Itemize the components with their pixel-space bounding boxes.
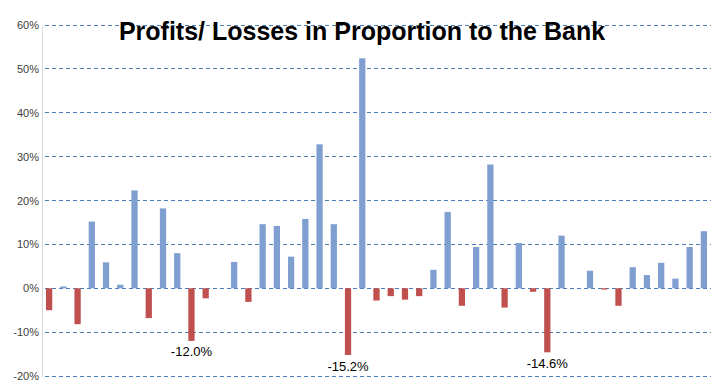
bar [672, 279, 678, 289]
bar [658, 263, 664, 288]
y-tick: -10% [13, 326, 42, 338]
bar [160, 208, 166, 288]
bar [60, 286, 66, 288]
chart: -20% -10% 0% 10% 20% 30% 40% 50% 60% -12.0% -15.2%… [0, 0, 724, 390]
bar [687, 247, 693, 288]
bar [601, 288, 607, 289]
bar [245, 288, 251, 302]
bar [402, 288, 408, 299]
bar [46, 288, 52, 310]
y-tick-label: 60% [17, 19, 39, 31]
bar [359, 58, 365, 288]
y-tick-label: 10% [17, 238, 39, 250]
y-tick: 20% [17, 195, 42, 207]
bar [615, 288, 621, 306]
bars [46, 58, 707, 355]
title: Profits/ Losses in Proportion to the Ban… [119, 17, 605, 45]
bar [316, 144, 322, 288]
bar [331, 224, 337, 288]
y-axis: -20% -10% 0% 10% 20% 30% 40% 50% 60% [13, 19, 42, 382]
bar [630, 267, 636, 288]
bar [345, 288, 351, 355]
bar [131, 190, 137, 288]
bar [203, 288, 209, 298]
bar [231, 262, 237, 288]
bar [501, 288, 507, 307]
y-tick: 60% [17, 19, 42, 31]
y-tick: 30% [17, 151, 42, 163]
y-tick-label: 50% [17, 63, 39, 75]
data-label: -15.2% [327, 359, 369, 374]
bar [644, 275, 650, 288]
y-tick-label: 0% [23, 282, 39, 294]
bar [459, 288, 465, 306]
bar [701, 231, 707, 288]
grid-line [45, 244, 711, 245]
bar [259, 224, 265, 288]
y-tick: 0% [23, 282, 42, 294]
y-tick-label: 20% [17, 195, 39, 207]
data-labels: -12.0% -15.2% -14.6% [171, 344, 568, 373]
bar [416, 288, 422, 296]
y-tick-label: 40% [17, 107, 39, 119]
bar [302, 219, 308, 288]
bar [174, 253, 180, 288]
bar [117, 285, 123, 289]
y-tick: 50% [17, 63, 42, 75]
bar [89, 222, 95, 289]
grid-line [45, 200, 711, 201]
bar [274, 226, 280, 288]
y-tick-label: 30% [17, 151, 39, 163]
bar [587, 271, 593, 289]
y-tick: -20% [13, 370, 42, 382]
bar [188, 288, 194, 341]
grid-line [45, 112, 711, 113]
grid [45, 25, 711, 376]
bar [288, 257, 294, 289]
bar [544, 288, 550, 352]
bar [573, 288, 579, 289]
bar [558, 236, 564, 289]
y-tick: 40% [17, 107, 42, 119]
grid-line [45, 156, 711, 157]
bar [430, 270, 436, 288]
y-tick: 10% [17, 238, 42, 250]
bar [516, 243, 522, 288]
bar [487, 165, 493, 289]
y-axis-line [42, 26, 43, 377]
bar [473, 247, 479, 288]
bar [103, 262, 109, 288]
y-tick-label: -10% [13, 326, 39, 338]
data-label: -12.0% [171, 344, 213, 359]
bar [74, 288, 80, 324]
bar [445, 212, 451, 288]
bar [530, 288, 536, 292]
grid-line [45, 68, 711, 69]
bar [373, 288, 379, 300]
bar [146, 288, 152, 318]
grid-line [45, 332, 711, 333]
data-label: -14.6% [527, 356, 569, 371]
grid-line [45, 376, 711, 377]
y-tick-label: -20% [13, 370, 39, 382]
bar [388, 288, 394, 296]
bar [217, 288, 223, 289]
